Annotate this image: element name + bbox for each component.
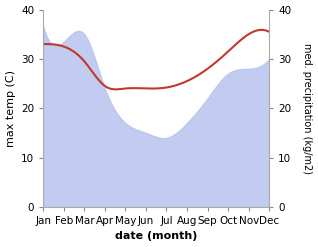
Y-axis label: max temp (C): max temp (C) — [5, 70, 16, 147]
X-axis label: date (month): date (month) — [115, 231, 197, 242]
Y-axis label: med. precipitation (kg/m2): med. precipitation (kg/m2) — [302, 43, 313, 174]
